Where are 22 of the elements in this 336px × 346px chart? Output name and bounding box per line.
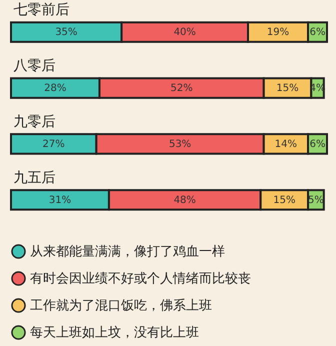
data-label: 35% [55,27,78,38]
data-label: 40% [174,27,196,38]
y-tick-label: 九五后 [14,170,56,186]
data-label: 27% [42,138,65,150]
data-label: 6% [310,27,326,38]
y-tick-label: 八零后 [14,58,56,74]
data-label: 53% [168,138,192,150]
legend-label: 有时会因业绩不好或个人情绪而比较丧 [30,272,251,286]
data-label: 14% [274,138,298,150]
data-label: 15% [273,194,296,206]
data-label: 15% [276,83,299,94]
legend-label: 从来都能量满满，像打了鸡血一样 [30,244,225,260]
data-label: 31% [48,194,72,206]
data-label: 19% [266,27,290,38]
data-label: 48% [174,194,196,206]
y-tick-label: 九零后 [14,114,56,130]
data-label: 6% [310,138,326,150]
data-label: 52% [170,83,193,94]
y-tick-label: 七零前后 [14,2,70,18]
legend-label: 每天上班如上坟，没有比上班 [30,326,199,340]
data-label: 28% [44,83,66,94]
legend-label: 工作就为了混口饭吃，佛系上班 [30,298,212,314]
